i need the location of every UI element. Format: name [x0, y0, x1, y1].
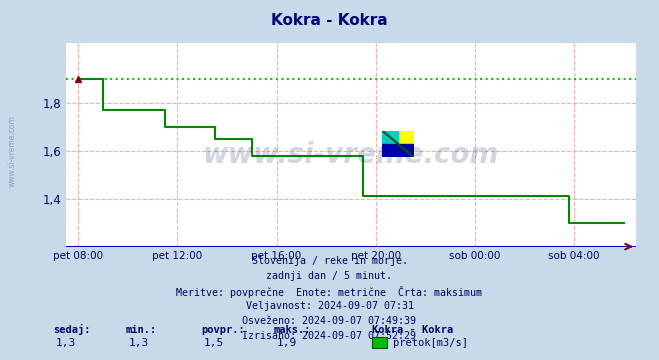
Text: 1,9: 1,9 [277, 338, 297, 348]
Text: 1,3: 1,3 [56, 338, 76, 348]
Text: www.si-vreme.com: www.si-vreme.com [8, 115, 17, 187]
Text: 1,3: 1,3 [129, 338, 148, 348]
Text: 1,5: 1,5 [204, 338, 224, 348]
Polygon shape [382, 131, 398, 144]
Text: maks.:: maks.: [273, 325, 311, 335]
Text: Slovenija / reke in morje.: Slovenija / reke in morje. [252, 256, 407, 266]
Polygon shape [382, 131, 398, 150]
Polygon shape [398, 131, 414, 144]
Text: Izrisano: 2024-09-07 07:52:29: Izrisano: 2024-09-07 07:52:29 [243, 331, 416, 341]
Text: Kokra - Kokra: Kokra - Kokra [372, 325, 453, 335]
Text: povpr.:: povpr.: [201, 325, 244, 335]
Text: Meritve: povprečne  Enote: metrične  Črta: maksimum: Meritve: povprečne Enote: metrične Črta:… [177, 286, 482, 298]
Text: Kokra - Kokra: Kokra - Kokra [272, 13, 387, 28]
Text: sedaj:: sedaj: [53, 324, 90, 335]
Text: Osveženo: 2024-09-07 07:49:39: Osveženo: 2024-09-07 07:49:39 [243, 316, 416, 326]
Text: pretok[m3/s]: pretok[m3/s] [393, 338, 468, 348]
Text: min.:: min.: [125, 325, 156, 335]
Text: www.si-vreme.com: www.si-vreme.com [203, 141, 499, 169]
Polygon shape [382, 144, 414, 157]
Text: zadnji dan / 5 minut.: zadnji dan / 5 minut. [266, 271, 393, 281]
Text: Veljavnost: 2024-09-07 07:31: Veljavnost: 2024-09-07 07:31 [246, 301, 413, 311]
